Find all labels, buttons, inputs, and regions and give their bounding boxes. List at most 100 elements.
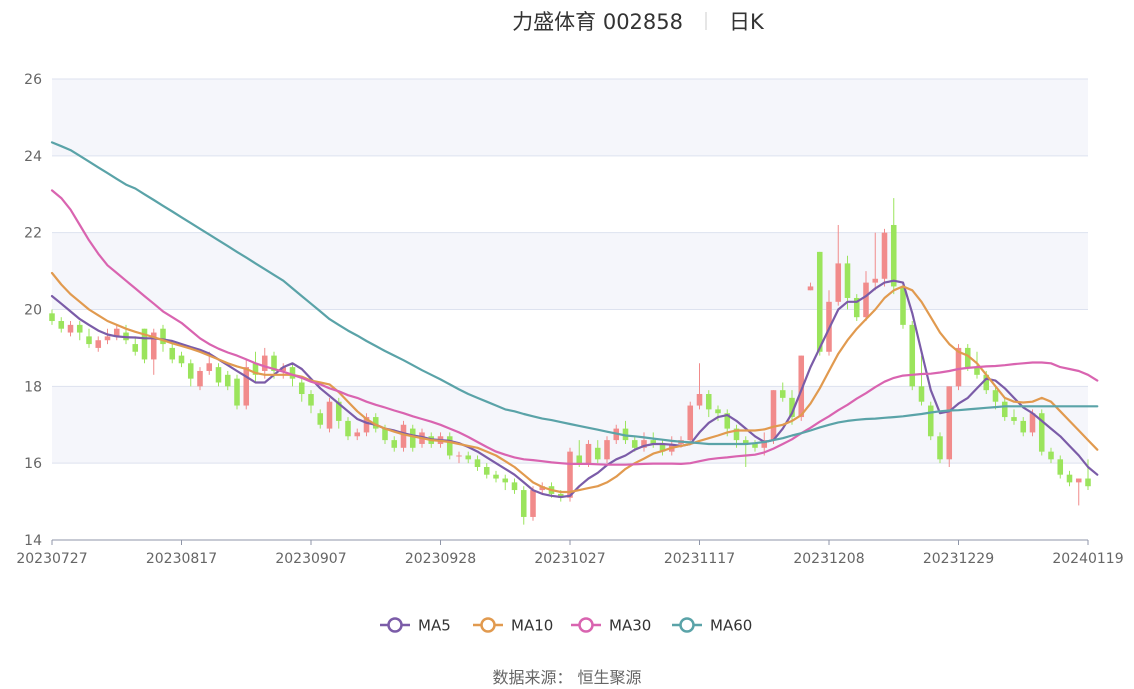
candle-body — [252, 363, 259, 375]
candle-body — [446, 436, 453, 456]
x-tick-label: 20230928 — [405, 551, 476, 567]
candle-body — [317, 413, 324, 425]
candle-body — [409, 428, 416, 448]
candle — [835, 224, 842, 306]
candle — [298, 378, 305, 402]
candle-body — [308, 394, 314, 406]
legend-item-ma30[interactable]: MA30 — [571, 617, 651, 635]
x-axis: 20230727 20230817 20230907 20230928 20231027… — [16, 540, 1124, 567]
candle — [1066, 470, 1073, 487]
candle-body — [160, 328, 166, 345]
candle — [622, 420, 629, 444]
candle — [918, 355, 925, 406]
x-tick-label: 20230907 — [275, 551, 346, 567]
data-source: 数据来源： 恒生聚源 — [492, 668, 641, 687]
candle-body — [1085, 478, 1091, 487]
background-bands — [52, 79, 1088, 464]
candle-body — [715, 409, 721, 414]
legend-swatch-circle — [480, 617, 496, 633]
candle-body — [67, 324, 74, 333]
candle — [992, 386, 999, 410]
legend-item-ma60[interactable]: MA60 — [672, 617, 752, 635]
candle-body — [104, 336, 111, 341]
candle — [243, 359, 250, 410]
candle-body — [49, 313, 55, 322]
x-tick-label: 20231208 — [793, 551, 864, 567]
candle-body — [1029, 413, 1036, 433]
candle-body — [197, 370, 203, 387]
candle-body — [650, 440, 657, 444]
ma-lines — [50, 141, 1099, 499]
y-tick-label: 22 — [24, 226, 42, 242]
candle — [104, 328, 111, 345]
candle — [890, 198, 897, 295]
candle — [1085, 459, 1091, 491]
candle — [372, 413, 379, 433]
candle — [844, 255, 851, 310]
candle-body — [169, 347, 176, 360]
candle — [641, 432, 647, 452]
candle — [76, 321, 83, 341]
candle-body — [900, 286, 906, 325]
candle-body — [141, 328, 148, 360]
candle-body — [289, 367, 296, 379]
candle — [363, 413, 370, 437]
candle-body — [132, 344, 139, 352]
candle-body — [779, 390, 786, 398]
candle — [789, 390, 795, 425]
candle-body — [187, 363, 194, 379]
y-tick-label: 24 — [24, 149, 42, 165]
candle-body — [863, 282, 869, 318]
candle — [872, 232, 879, 291]
candle — [807, 282, 814, 291]
candle-body — [271, 355, 277, 371]
legend-item-ma5[interactable]: MA5 — [380, 617, 451, 635]
candle — [1001, 397, 1008, 421]
candle — [197, 367, 203, 391]
legend-item-ma10[interactable]: MA10 — [473, 617, 553, 635]
y-tick-label: 18 — [24, 379, 42, 395]
candle-body — [493, 474, 499, 479]
candle-body — [641, 440, 647, 448]
candle-body — [1075, 478, 1082, 483]
candle-body — [622, 428, 629, 441]
candle-body — [705, 394, 712, 410]
candle-body — [465, 455, 472, 460]
candle-body — [530, 490, 536, 517]
candle-body — [1048, 451, 1054, 460]
candle — [650, 432, 657, 448]
candle-body — [76, 324, 83, 333]
candle-body — [280, 367, 287, 371]
series-line-ma60 — [50, 141, 1099, 446]
legend[interactable]: MA5 MA10 MA30 MA60 — [380, 617, 752, 635]
candle — [946, 386, 953, 468]
candle-body — [946, 386, 953, 460]
candle — [483, 463, 490, 479]
candle — [1057, 455, 1064, 479]
candle — [95, 336, 102, 352]
candle — [520, 486, 527, 525]
candle — [705, 390, 712, 418]
candle-body — [400, 424, 407, 448]
candle-body — [1038, 413, 1045, 452]
candle-body — [872, 278, 879, 283]
candle — [530, 486, 536, 521]
candle-body — [86, 336, 92, 345]
candle — [1020, 417, 1027, 437]
legend-label: MA10 — [511, 617, 553, 635]
candle-body — [937, 436, 943, 460]
candle — [187, 359, 194, 387]
x-tick-label: 20230727 — [16, 551, 87, 567]
candle-body — [881, 232, 888, 279]
candle-body — [696, 394, 703, 406]
x-tick-label: 20240119 — [1052, 551, 1123, 567]
candle-body — [585, 443, 592, 464]
candle — [594, 440, 601, 464]
candle — [752, 440, 758, 452]
candle — [474, 455, 481, 471]
legend-label: MA5 — [418, 617, 451, 635]
candle-body — [215, 367, 222, 383]
candle — [585, 440, 592, 468]
candle-body — [483, 467, 490, 475]
